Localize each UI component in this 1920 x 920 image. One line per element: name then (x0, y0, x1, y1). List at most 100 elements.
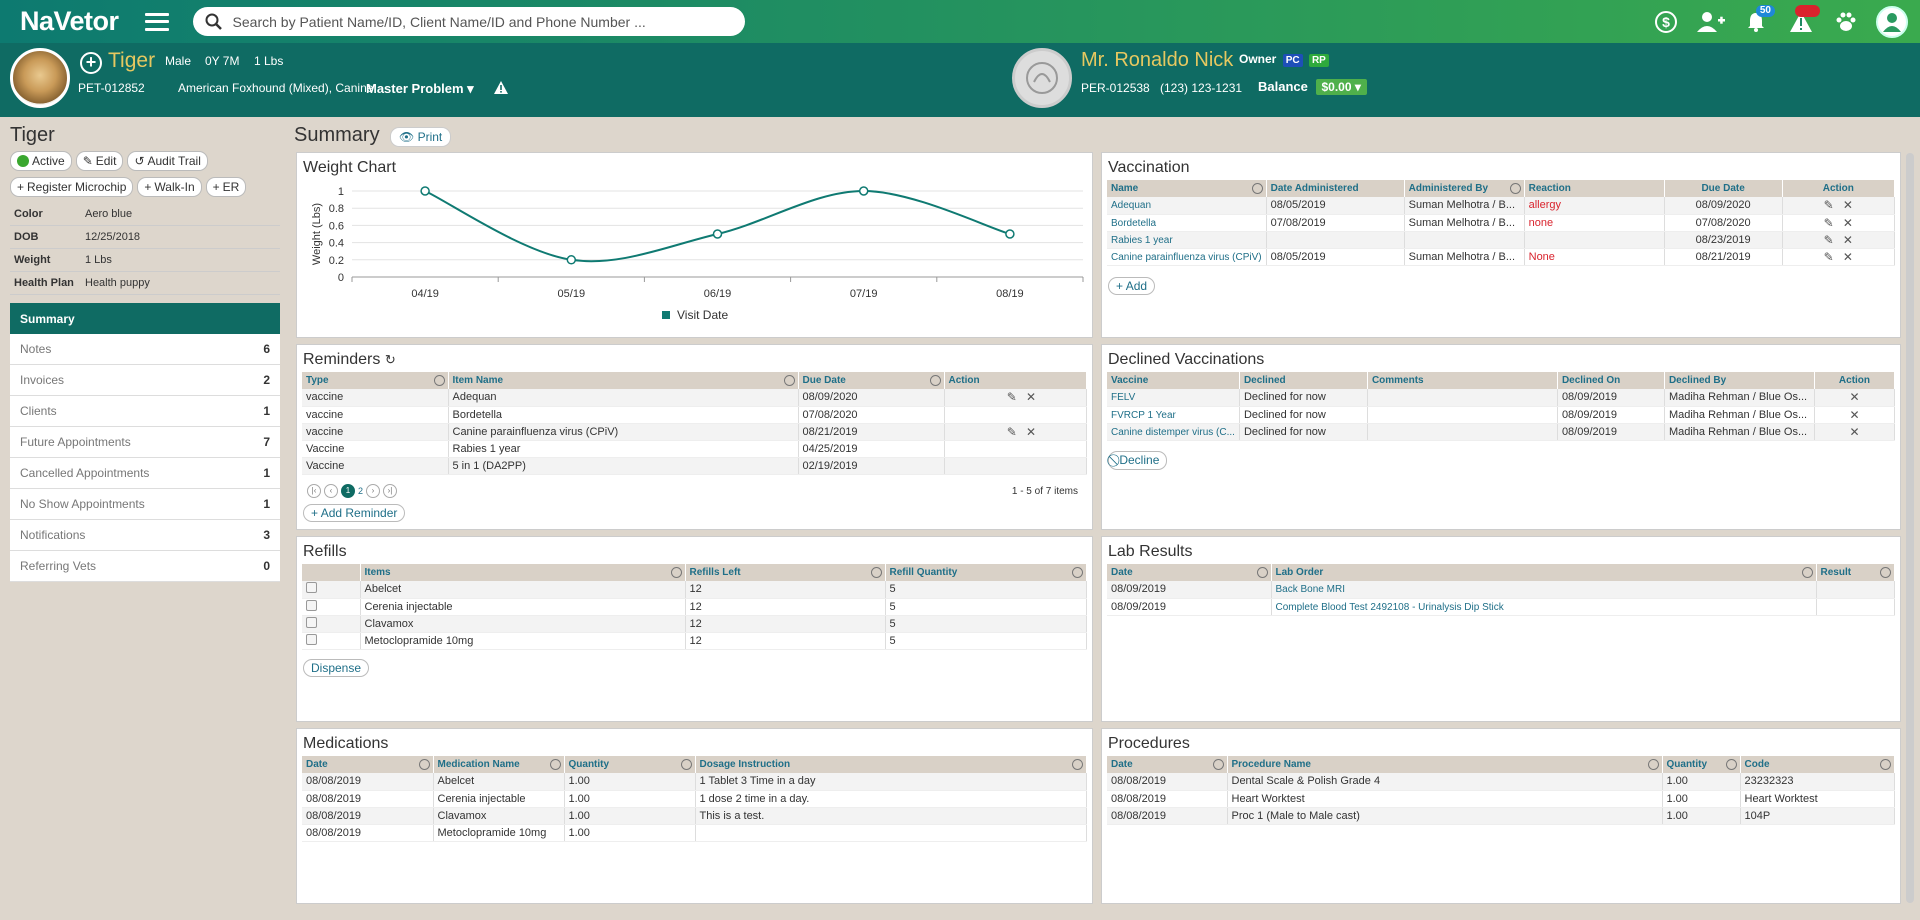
nav-cancelled-appointments[interactable]: Cancelled Appointments 1 (10, 458, 280, 489)
filter-icon[interactable] (1072, 567, 1083, 578)
balance-dropdown[interactable]: $0.00 ▾ (1315, 79, 1367, 95)
edit-icon[interactable]: ✎ (1006, 424, 1017, 439)
filter-icon[interactable] (1256, 567, 1268, 578)
filter-icon[interactable] (870, 567, 882, 578)
row-checkbox[interactable] (306, 616, 317, 628)
user-avatar[interactable] (1876, 5, 1908, 38)
filter-icon[interactable] (680, 759, 692, 770)
add-user-icon[interactable] (1688, 0, 1733, 43)
close-icon[interactable]: ✕ (1025, 424, 1036, 439)
nav-summary[interactable]: Summary (10, 303, 280, 334)
nav-future-appointments[interactable]: Future Appointments 7 (10, 427, 280, 458)
col-quantity: Quantity (568, 759, 610, 770)
nav-notifications[interactable]: Notifications 3 (10, 520, 280, 551)
filter-icon[interactable] (929, 375, 941, 386)
owner-avatar[interactable] (1012, 48, 1072, 108)
filter-icon[interactable] (1880, 759, 1891, 770)
add-pet-icon[interactable]: + (80, 52, 102, 74)
nav-clients[interactable]: Clients 1 (10, 396, 280, 427)
close-icon[interactable]: ✕ (1849, 424, 1860, 439)
close-icon[interactable]: ✕ (1849, 407, 1860, 422)
filter-icon[interactable] (1801, 567, 1813, 578)
row-checkbox[interactable] (306, 582, 317, 594)
pet-name[interactable]: Tiger (108, 49, 156, 72)
owner-name[interactable]: Mr. Ronaldo Nick (1081, 49, 1234, 71)
notifications-bell-icon[interactable]: 50 (1733, 0, 1778, 43)
prev-page-icon[interactable]: ‹ (324, 484, 338, 498)
app-logo[interactable]: NaVetor (20, 6, 119, 36)
nav-invoices[interactable]: Invoices 2 (10, 365, 280, 396)
pet-breed: American Foxhound (Mixed), Canine (178, 81, 374, 95)
register-microchip-button[interactable]: + Register Microchip (10, 177, 134, 197)
refresh-icon[interactable]: ↻ (384, 352, 396, 367)
lab-order-link[interactable]: Back Bone MRI (1275, 584, 1345, 596)
master-problem-dropdown[interactable]: Master Problem ▾ (366, 81, 474, 97)
filter-icon[interactable] (1880, 567, 1891, 578)
vaccination-title: Vaccination (1108, 159, 1190, 176)
next-page-icon[interactable]: › (366, 484, 381, 498)
add-vaccination-button[interactable]: + Add (1108, 277, 1156, 295)
search-input[interactable] (232, 13, 713, 30)
edit-icon[interactable]: ✎ (1823, 198, 1834, 213)
lab-order-link[interactable]: Complete Blood Test 2492108 - Urinalysis… (1275, 601, 1504, 613)
alerts-warning-icon[interactable]: 99+ (1778, 0, 1823, 43)
info-value: 1 Lbs (85, 254, 112, 266)
add-reminder-button[interactable]: + Add Reminder (303, 504, 406, 522)
filter-icon[interactable] (1212, 759, 1224, 770)
paw-icon[interactable] (1823, 0, 1868, 43)
filter-icon[interactable] (670, 567, 682, 578)
vaccine-link[interactable]: Rabies 1 year (1111, 234, 1173, 246)
page-1-button[interactable]: 1 (341, 484, 355, 498)
warning-icon[interactable] (494, 81, 508, 97)
cell: Metoclopramide 10mg (360, 632, 686, 650)
filter-icon[interactable] (1251, 183, 1263, 194)
decline-button[interactable]: ⃠ Decline (1108, 451, 1168, 470)
active-button[interactable]: Active (10, 151, 72, 171)
billing-icon[interactable]: $ (1643, 0, 1688, 43)
filter-icon[interactable] (1725, 759, 1737, 770)
nav-notes[interactable]: Notes 6 (10, 334, 280, 365)
close-icon[interactable]: ✕ (1842, 249, 1853, 264)
edit-icon[interactable]: ✎ (1823, 232, 1834, 247)
close-icon[interactable]: ✕ (1842, 232, 1853, 247)
row-checkbox[interactable] (306, 633, 317, 645)
er-button[interactable]: + ER (205, 177, 247, 197)
print-button[interactable]: 👁 Print (390, 127, 452, 147)
filter-icon[interactable] (549, 759, 561, 770)
close-icon[interactable]: ✕ (1842, 215, 1853, 230)
filter-icon[interactable] (783, 375, 795, 386)
vaccine-link[interactable]: FVRCP 1 Year (1111, 409, 1176, 421)
vaccine-link[interactable]: Bordetella (1111, 217, 1157, 229)
filter-icon[interactable] (1647, 759, 1659, 770)
close-icon[interactable]: ✕ (1842, 198, 1853, 213)
first-page-icon[interactable]: |‹ (307, 484, 321, 498)
vaccine-link[interactable]: Adequan (1111, 200, 1152, 212)
close-icon[interactable]: ✕ (1025, 390, 1036, 405)
edit-icon[interactable]: ✎ (1823, 249, 1834, 264)
edit-icon[interactable]: ✎ (1006, 390, 1017, 405)
col-action: Action (948, 375, 980, 386)
page-2-button[interactable]: 2 (358, 486, 364, 496)
filter-icon[interactable] (418, 759, 430, 770)
audit-trail-button[interactable]: ↺ Audit Trail (127, 151, 208, 171)
filter-icon[interactable] (1509, 183, 1521, 194)
nav-no-show-appointments[interactable]: No Show Appointments 1 (10, 489, 280, 520)
vaccine-link[interactable]: Canine parainfluenza virus (CPiV) (1111, 251, 1262, 263)
page-scrollbar[interactable] (1906, 153, 1914, 903)
filter-icon[interactable] (1072, 759, 1083, 770)
dispense-button[interactable]: Dispense (303, 659, 370, 677)
pet-weight: 1 Lbs (254, 54, 284, 68)
last-page-icon[interactable]: ›| (383, 484, 398, 498)
vaccine-link[interactable]: FELV (1111, 392, 1136, 404)
row-checkbox[interactable] (306, 599, 317, 611)
cell: 08/09/2020 (1664, 197, 1783, 215)
edit-icon[interactable]: ✎ (1823, 215, 1834, 230)
walk-in-button[interactable]: + Walk-In (137, 177, 202, 197)
nav-referring-vets[interactable]: Referring Vets 0 (10, 551, 280, 582)
vaccine-link[interactable]: Canine distemper virus (C... (1111, 426, 1235, 438)
pet-avatar[interactable] (10, 48, 70, 108)
menu-icon[interactable] (144, 12, 169, 31)
filter-icon[interactable] (433, 375, 445, 386)
close-icon[interactable]: ✕ (1849, 390, 1860, 405)
edit-button[interactable]: ✎ Edit (75, 151, 124, 171)
